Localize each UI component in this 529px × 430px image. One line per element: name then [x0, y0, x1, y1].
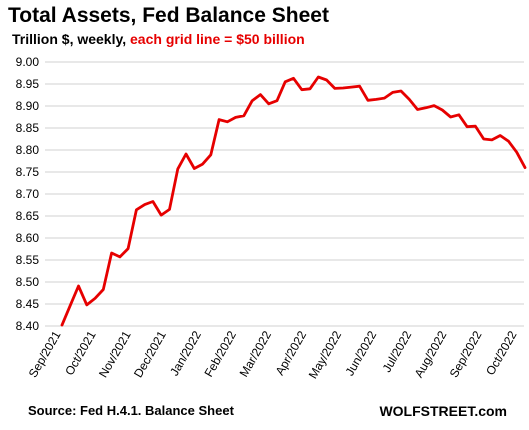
y-tick-label: 8.95	[16, 77, 40, 91]
y-axis-ticks: 8.40 8.45 8.50 8.55 8.60 8.65 8.70 8.75 8.80 8.85…	[16, 55, 40, 333]
y-tick-label: 8.90	[16, 99, 40, 113]
y-tick-label: 8.60	[16, 231, 40, 245]
x-tick-label: Sep/2021	[26, 328, 64, 380]
y-tick-label: 8.45	[16, 297, 40, 311]
y-tick-label: 8.55	[16, 253, 40, 267]
subtitle-accent: each grid line = $50 billion	[130, 31, 305, 47]
x-tick-label: Oct/2022	[483, 328, 520, 377]
y-tick-label: 8.50	[16, 275, 40, 289]
x-tick-label: Sep/2022	[447, 328, 485, 380]
x-tick-label: May/2022	[306, 328, 345, 381]
y-tick-label: 8.80	[16, 143, 40, 157]
y-tick-label: 8.85	[16, 121, 40, 135]
x-tick-label: Aug/2022	[412, 328, 450, 380]
source-note: Source: Fed H.4.1. Balance Sheet	[28, 403, 234, 418]
x-tick-label: Mar/2022	[237, 328, 275, 379]
x-tick-label: Nov/2021	[96, 328, 134, 380]
x-tick-label: Jun/2022	[342, 328, 379, 378]
x-tick-label: Dec/2021	[131, 328, 169, 380]
y-tick-label: 8.40	[16, 319, 40, 333]
x-tick-label: Apr/2022	[273, 328, 310, 377]
x-tick-label: Jan/2022	[167, 328, 204, 378]
x-axis-ticks: Sep/2021Oct/2021Nov/2021Dec/2021Jan/2022…	[26, 328, 520, 381]
x-tick-label: Jul/2022	[380, 328, 415, 375]
y-tick-label: 9.00	[16, 55, 40, 69]
chart-title: Total Assets, Fed Balance Sheet	[8, 4, 329, 27]
line-chart: 8.40 8.45 8.50 8.55 8.60 8.65 8.70 8.75 8.80 8.85…	[16, 55, 527, 381]
y-tick-label: 8.70	[16, 187, 40, 201]
subtitle-main: Trillion $, weekly,	[12, 31, 131, 47]
series-layer	[60, 75, 527, 327]
series-line	[60, 75, 527, 327]
brand-logo-text: WOLFSTREET.com	[379, 403, 507, 419]
x-tick-label: Feb/2022	[201, 328, 239, 379]
chart-subtitle: Trillion $, weekly, each grid line = $50…	[12, 31, 305, 47]
y-tick-label: 8.65	[16, 209, 40, 223]
y-tick-label: 8.75	[16, 165, 40, 179]
grid-lines	[45, 61, 524, 327]
x-tick-label: Oct/2021	[62, 328, 99, 377]
